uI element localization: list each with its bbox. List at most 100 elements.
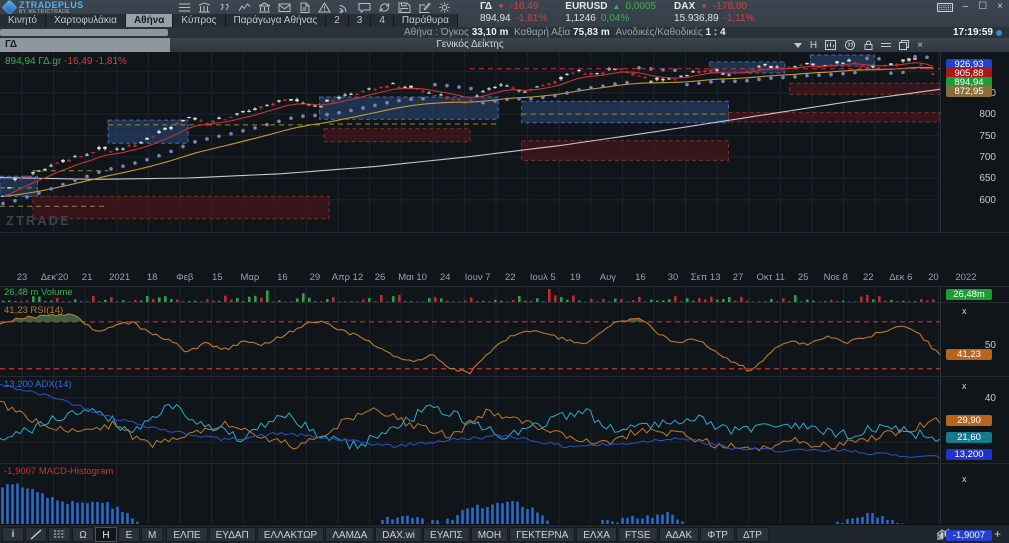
rsi-close-button[interactable]: x — [962, 306, 967, 316]
symbol-tab-ΕΛΠΕ[interactable]: ΕΛΠΕ — [166, 526, 208, 542]
adx-canvas[interactable] — [0, 377, 940, 464]
bank-icon[interactable] — [258, 2, 271, 13]
status-adv-label: Ανοδικές/Καθοδικές — [615, 27, 703, 38]
price-badge-2: 894,94 — [946, 77, 992, 88]
tab-Χαρτοφυλάκια[interactable]: Χαρτοφυλάκια — [45, 14, 126, 27]
symbol-tab-ΕΛΧΑ[interactable]: ΕΛΧΑ — [576, 526, 617, 542]
date-tick: Οκτ 11 — [756, 272, 785, 283]
symbol-tab-ΕΛΛΑΚΤΩΡ[interactable]: ΕΛΛΑΚΤΩΡ — [256, 526, 325, 542]
edit-icon[interactable] — [418, 2, 431, 13]
quote-last: 15.936,89 — [674, 13, 719, 24]
macd-close-button[interactable]: x — [962, 474, 967, 484]
tab-Αθήνα[interactable]: Αθήνα — [125, 14, 174, 27]
keyboard-icon[interactable] — [936, 2, 953, 12]
status-value-label: Καθαρή Αξία — [513, 27, 571, 38]
status-adv-value: 1 : 4 — [705, 27, 726, 38]
close-button[interactable]: × — [997, 1, 1003, 12]
symbol-tab-ΑΔΑΚ[interactable]: ΑΔΑΚ — [658, 526, 700, 542]
adx-panel: 13,200 ADX(14) x 40 29,90 21,60 13,200 — [0, 376, 1009, 464]
menu-icon[interactable] — [178, 2, 191, 13]
symbol-tab-DAX.wi[interactable]: DAX.wi — [375, 526, 423, 542]
symbol-tab-ΦΤΡ[interactable]: ΦΤΡ — [700, 526, 735, 542]
symbol-tab-ΔΤΡ[interactable]: ΔΤΡ — [735, 526, 769, 542]
chart-doc-tab[interactable]: ΓΔ — [0, 38, 170, 52]
news-icon[interactable] — [338, 2, 351, 13]
orders-icon[interactable] — [298, 2, 311, 13]
price-level-750: 750 — [979, 130, 996, 142]
dropdown-icon[interactable] — [793, 42, 802, 48]
lines-icon[interactable] — [881, 41, 892, 49]
price-panel: 894,94 ΓΔ.gr -16,49 -1,81% ZTRADE 926,93… — [0, 52, 1009, 233]
tab-Παράθυρα[interactable]: Παράθυρα — [393, 14, 458, 27]
settings-icon[interactable] — [438, 2, 451, 13]
legend-change: -16,49 -1,81% — [64, 56, 127, 67]
symbol-tab-FTSE[interactable]: FTSE — [617, 526, 658, 542]
draw-line-icon[interactable] — [25, 526, 47, 542]
logo-title: ZTRADEPLUS — [19, 0, 84, 10]
zoom-in-button[interactable]: + — [993, 527, 1001, 541]
refresh-icon[interactable] — [378, 2, 391, 13]
quote-percent: -1,81% — [515, 13, 548, 24]
period-button-M[interactable]: M — [141, 526, 164, 542]
period-h-button[interactable]: H — [809, 39, 818, 51]
status-strip: Αθήνα : Όγκος 33,10 m Καθαρή Αξία 75,83 … — [0, 27, 1009, 38]
tab-2[interactable]: 2 — [326, 14, 349, 27]
market-depth-icon[interactable] — [198, 2, 211, 13]
status-value-value: 75,83 m — [573, 27, 610, 38]
symbol-tab-ΛΑΜΔΑ[interactable]: ΛΑΜΔΑ — [325, 526, 375, 542]
volume-label: 26,48 m Volume — [4, 287, 73, 298]
alerts-icon[interactable] — [318, 2, 331, 13]
mail-icon[interactable] — [278, 2, 291, 13]
minimize-button[interactable]: – — [962, 1, 969, 12]
market-tabs: Κινητό Χαρτοφυλάκια Αθήνα Κύπρος Παράγωγα Αθ… — [0, 14, 458, 27]
volume-panel: 26,48 m Volume 26,48m — [0, 286, 1009, 303]
tab-Κύπρος[interactable]: Κύπρος — [173, 14, 226, 27]
duplicate-icon[interactable] — [899, 40, 910, 50]
symbol-tab-ΜΟΗ[interactable]: ΜΟΗ — [470, 526, 509, 542]
header-bar: ZTRADEPLUS BY METRICTRADE ΓΔ ▼ -16,49 894,9… — [0, 0, 1009, 38]
adx-di-minus-badge: 21,60 — [946, 432, 992, 443]
quote-symbol: DAX — [674, 1, 696, 12]
quote-change: -178,80 — [713, 1, 747, 12]
adx-di-plus-badge: 29,90 — [946, 415, 992, 426]
date-tick: 16 — [277, 272, 288, 283]
date-tick: 23 — [16, 272, 28, 283]
tab-Κινητό[interactable]: Κινητό — [0, 14, 46, 27]
symbol-tab-ΓΕΚΤΕΡΝΑ[interactable]: ΓΕΚΤΕΡΝΑ — [509, 526, 576, 542]
date-tick: Δεκ'20 — [40, 272, 69, 283]
app-logo: ZTRADEPLUS BY METRICTRADE — [1, 0, 84, 16]
period-button-H[interactable]: H — [95, 526, 117, 542]
period-button-Ω[interactable]: Ω — [72, 526, 94, 542]
tab-scrollbar[interactable] — [0, 29, 168, 36]
main-chart-canvas[interactable] — [0, 52, 940, 232]
tab-3[interactable]: 3 — [348, 14, 372, 27]
indicator-list-icon[interactable] — [48, 526, 71, 542]
chart-line-icon[interactable] — [238, 2, 251, 13]
symbol-tab-ΕΥΑΠΣ[interactable]: ΕΥΑΠΣ — [423, 526, 470, 542]
close-icon[interactable]: × — [917, 39, 923, 51]
date-tick: Ιουλ 5 — [529, 272, 556, 283]
period-button-E[interactable]: E — [118, 526, 140, 542]
date-axis[interactable]: 23 Δεκ'20 21 2021 18 Φεβ 15 Μαρ 16 29 Απρ 12 26 Μαι … — [0, 270, 1009, 286]
lock-icon[interactable] — [864, 40, 873, 50]
volume-canvas[interactable] — [0, 287, 940, 303]
date-tick: Νοε 8 — [823, 272, 848, 283]
rsi-panel: 41,23 RSI(14) x 50 41,23 — [0, 302, 1009, 377]
quotes-icon[interactable] — [218, 2, 231, 13]
symbol-tab-ΕΥΔΑΠ[interactable]: ΕΥΔΑΠ — [208, 526, 256, 542]
tab-Παράγωγα Αθήνας[interactable]: Παράγωγα Αθήνας — [225, 14, 327, 27]
info-icon[interactable]: i — [2, 526, 24, 542]
rsi-canvas[interactable] — [0, 303, 940, 377]
arrow-up-icon: ▲ — [612, 2, 621, 11]
tab-4[interactable]: 4 — [371, 14, 394, 27]
quotes-icon[interactable] — [844, 40, 856, 50]
date-tick: 26 — [374, 272, 386, 283]
chat-icon[interactable] — [358, 2, 371, 13]
date-tick: 20 — [928, 272, 939, 283]
save-icon[interactable] — [398, 2, 411, 13]
chart-titlebar: Γενικός Δείκτης ΓΔ H × — [0, 38, 1009, 52]
date-tick: Απρ 12 — [331, 272, 364, 283]
maximize-button[interactable]: ☐ — [978, 1, 988, 12]
chart-type-icon[interactable] — [825, 40, 837, 50]
adx-close-button[interactable]: x — [962, 381, 967, 391]
